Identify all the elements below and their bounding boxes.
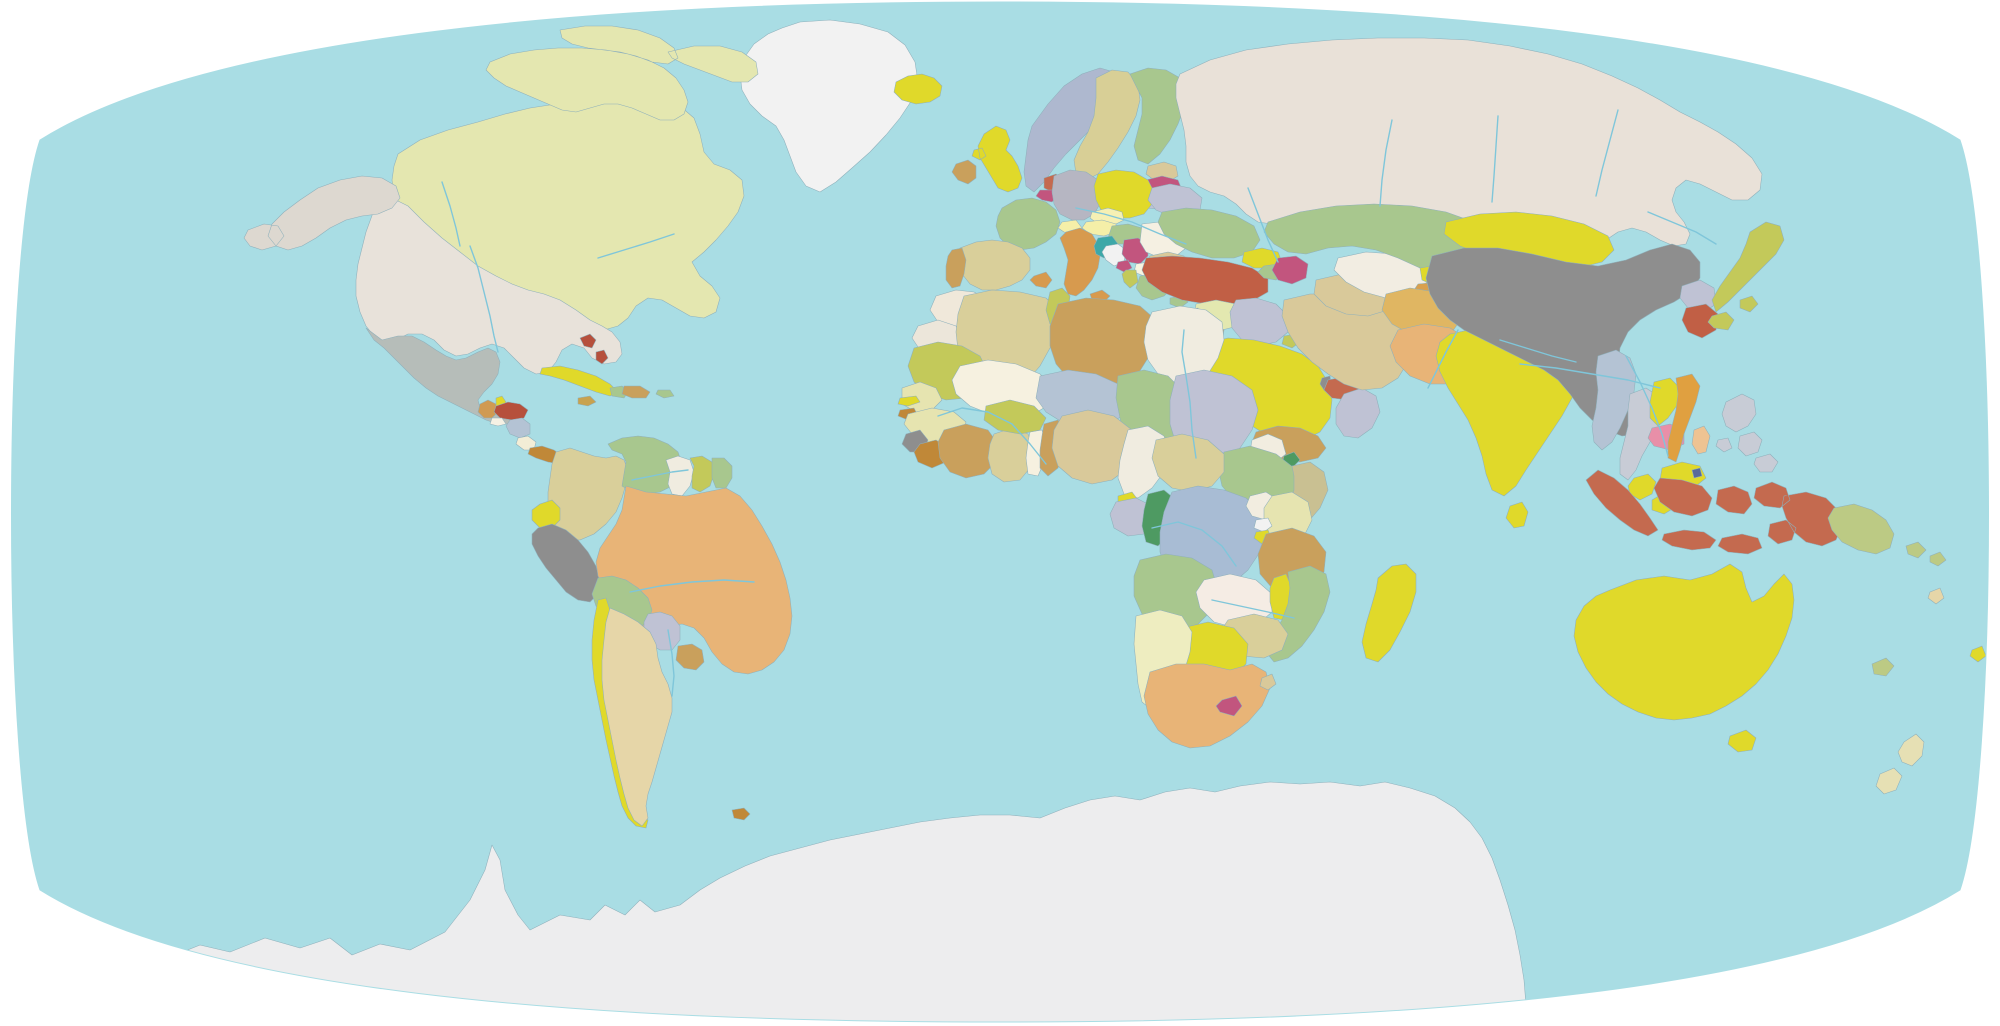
region-falkland-islands[interactable] [732, 808, 750, 820]
river-danube [1075, 207, 1187, 245]
region-fiji[interactable] [1970, 646, 1986, 662]
region-iraq[interactable] [1230, 298, 1288, 346]
region-vanuatu[interactable] [1928, 588, 1944, 604]
region-taiwan[interactable] [1692, 426, 1710, 454]
river-niger [937, 407, 1047, 465]
region-albania[interactable] [1122, 270, 1138, 288]
region-central-african-republic[interactable] [1152, 434, 1224, 492]
region-iceland[interactable] [894, 74, 942, 104]
region-guatemala[interactable] [478, 400, 498, 418]
region-cote-divoire[interactable] [938, 424, 998, 478]
region-russia[interactable] [1176, 38, 1762, 248]
region-dominican-republic[interactable] [622, 386, 650, 398]
river-yenisei [1491, 115, 1499, 203]
region-japan[interactable] [1708, 222, 1784, 330]
river-mackenzie [441, 181, 461, 247]
region-finland[interactable] [1130, 68, 1186, 164]
region-spain[interactable] [956, 240, 1030, 290]
region-myanmar[interactable] [1592, 350, 1636, 450]
region-nigeria[interactable] [1052, 410, 1136, 484]
region-south-korea[interactable] [1682, 304, 1718, 338]
region-alaska[interactable] [244, 176, 400, 250]
region-suriname[interactable] [690, 456, 714, 492]
region-brunei[interactable] [1692, 468, 1702, 478]
region-uruguay[interactable] [676, 644, 704, 670]
region-guyana[interactable] [666, 456, 694, 496]
river-yangtze [1519, 363, 1661, 389]
region-bahamas[interactable] [580, 334, 608, 364]
river-ganges [1499, 339, 1577, 363]
region-lesotho[interactable] [1216, 696, 1242, 716]
region-nicaragua[interactable] [506, 418, 530, 438]
landmass-layer [150, 20, 1986, 1026]
region-australia[interactable] [1574, 564, 1794, 752]
region-france[interactable] [996, 198, 1060, 250]
region-papua-new-guinea[interactable] [1828, 504, 1894, 554]
river-volga [1247, 187, 1279, 263]
river-zambezi [1211, 599, 1295, 619]
region-argentina[interactable] [602, 608, 672, 826]
region-eswatini[interactable] [1260, 674, 1276, 690]
river-mississippi [469, 245, 499, 353]
river-saint-lawrence [597, 233, 675, 259]
region-south-africa[interactable] [1144, 664, 1270, 748]
region-sri-lanka[interactable] [1506, 502, 1528, 528]
region-gambia[interactable] [898, 396, 920, 406]
river-amur [1647, 211, 1717, 245]
river-lena [1595, 109, 1619, 197]
region-philippines[interactable] [1716, 394, 1778, 472]
region-new-caledonia[interactable] [1872, 658, 1894, 676]
region-honduras[interactable] [494, 402, 528, 420]
river-orinoco [631, 469, 689, 481]
region-new-zealand[interactable] [1876, 734, 1924, 794]
region-solomon-islands[interactable] [1906, 542, 1946, 566]
region-indonesia[interactable] [1586, 470, 1842, 554]
region-azerbaijan[interactable] [1272, 256, 1308, 284]
region-antarctica[interactable] [150, 782, 1528, 1026]
region-colombia[interactable] [548, 448, 628, 540]
region-oman[interactable] [1336, 388, 1380, 438]
region-united-kingdom[interactable] [972, 126, 1022, 192]
globe-outline [11, 1, 1989, 1023]
region-jamaica[interactable] [578, 396, 596, 406]
river-nile [1181, 329, 1197, 459]
river-ob [1379, 119, 1393, 207]
region-peru[interactable] [532, 524, 600, 602]
rivers-layer [441, 109, 1717, 697]
region-el-salvador[interactable] [490, 418, 506, 426]
river-mekong [1625, 355, 1669, 457]
region-burkina-faso[interactable] [984, 400, 1046, 434]
region-cuba[interactable] [540, 366, 618, 396]
river-parana [667, 629, 675, 697]
region-laos[interactable] [1650, 378, 1680, 426]
region-poland[interactable] [1094, 170, 1154, 218]
region-venezuela[interactable] [608, 436, 682, 494]
region-portugal[interactable] [946, 248, 966, 288]
river-indus [1427, 329, 1459, 389]
region-madagascar[interactable] [1362, 564, 1416, 662]
region-ireland[interactable] [952, 160, 976, 184]
region-puerto-rico[interactable] [656, 390, 674, 398]
region-rwanda[interactable] [1254, 518, 1272, 532]
river-amazon [629, 579, 755, 593]
region-canada-arctic[interactable] [486, 26, 758, 120]
river-congo [1151, 521, 1237, 567]
region-vietnam[interactable] [1668, 374, 1700, 462]
